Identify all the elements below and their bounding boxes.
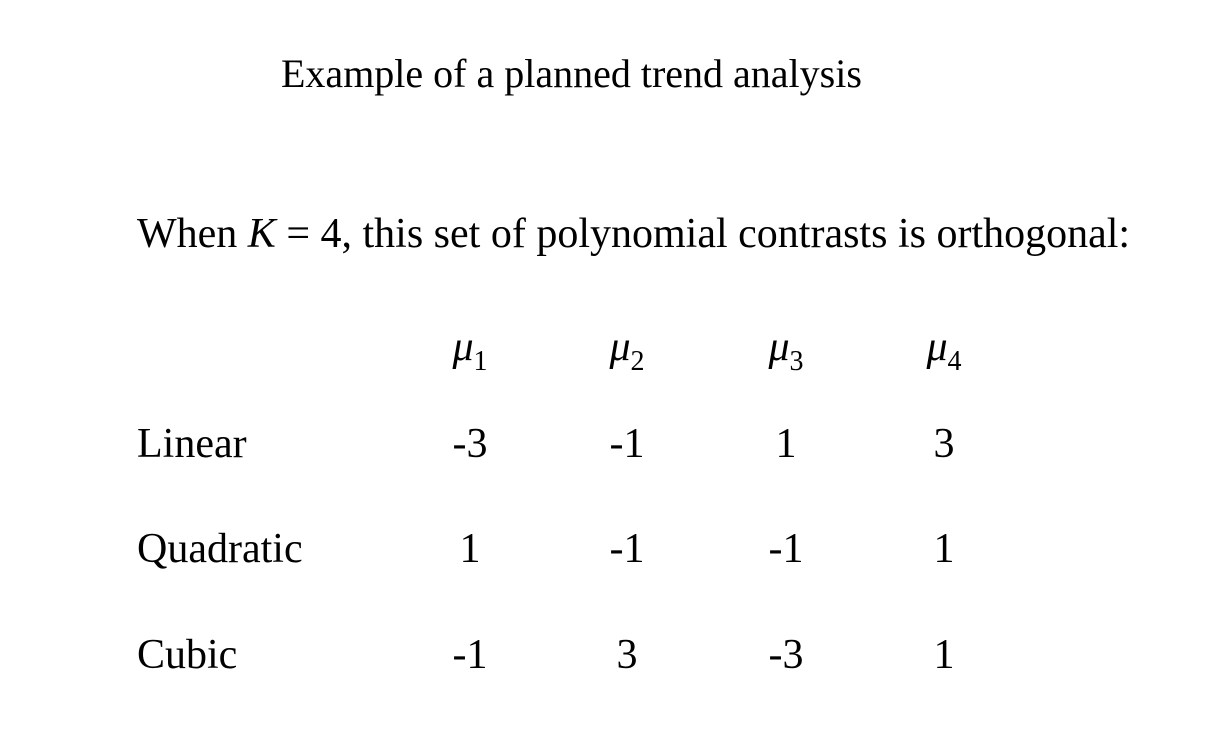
row-label-cubic: Cubic	[137, 632, 238, 678]
mean-symbol: μ	[609, 324, 631, 370]
page-title: Example of a planned trend analysis	[281, 51, 862, 96]
table-cell: -3	[768, 632, 804, 678]
row-label-linear: Linear	[137, 421, 247, 467]
table-cell: -3	[452, 421, 488, 467]
mean-subscript: 4	[947, 346, 962, 377]
table-cell: -1	[609, 526, 645, 572]
column-header-mu-3: μ3	[768, 320, 803, 379]
statement-suffix: = 4, this set of polynomial contrasts is…	[275, 211, 1131, 257]
mean-subscript: 2	[630, 346, 645, 377]
column-header-mu-2: μ2	[609, 320, 644, 379]
orthogonality-statement: When K = 4, this set of polynomial contr…	[137, 207, 1130, 261]
row-label-quadratic: Quadratic	[137, 526, 303, 572]
statement-variable: K	[247, 211, 276, 257]
column-header-mu-1: μ1	[452, 320, 487, 379]
mean-subscript: 3	[789, 346, 804, 377]
table-cell: 3	[616, 632, 638, 678]
table-cell: 3	[933, 421, 955, 467]
table-cell: 1	[459, 526, 481, 572]
mean-subscript: 1	[473, 346, 488, 377]
table-cell: 1	[775, 421, 797, 467]
mean-symbol: μ	[926, 324, 948, 370]
table-cell: 1	[933, 632, 955, 678]
table-cell: -1	[452, 632, 488, 678]
table-cell: 1	[933, 526, 955, 572]
statement-prefix: When	[137, 211, 248, 257]
mean-symbol: μ	[452, 324, 474, 370]
mean-symbol: μ	[768, 324, 790, 370]
table-cell: -1	[768, 526, 804, 572]
column-header-mu-4: μ4	[926, 320, 961, 379]
table-cell: -1	[609, 421, 645, 467]
